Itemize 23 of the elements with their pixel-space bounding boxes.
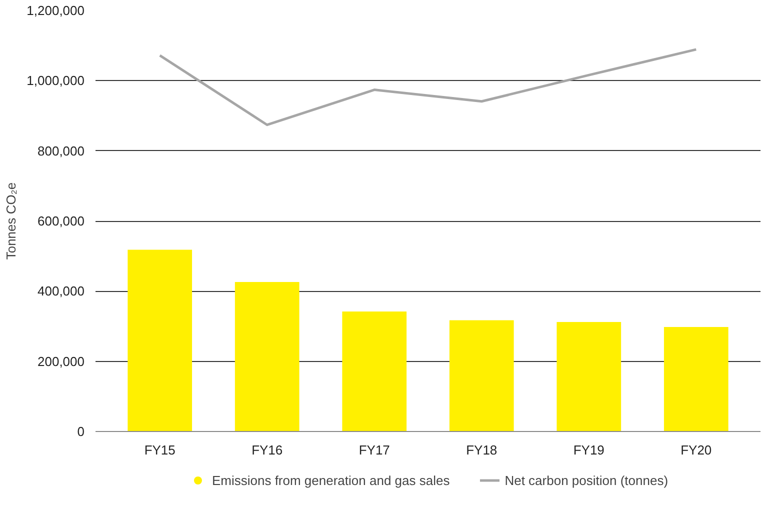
line-series	[158, 48, 698, 126]
bar	[234, 282, 300, 432]
x-tick-label: FY19	[573, 442, 604, 458]
y-tick-label: 800,000	[38, 143, 85, 158]
y-tick-label: 200,000	[38, 354, 85, 369]
y-tick-label: 600,000	[38, 214, 85, 228]
y-tick-label: 400,000	[38, 284, 85, 299]
x-tick-label: FY15	[144, 442, 176, 458]
bar	[342, 312, 407, 432]
bar	[556, 322, 622, 432]
y-tick-label: 1,000,000	[26, 73, 85, 88]
legend-label: Emissions from generation and gas sales	[212, 472, 450, 488]
y-tick-label: 1,200,000	[26, 3, 85, 18]
bar	[449, 320, 514, 432]
x-tick-label: FY16	[252, 442, 283, 458]
y-tick-label: 0	[77, 424, 85, 439]
bar	[664, 326, 728, 432]
y-axis-title: Tonnes CO₂e	[4, 182, 19, 260]
x-tick-label: FY17	[358, 442, 390, 458]
legend-label: Net carbon position (tonnes)	[504, 472, 668, 488]
x-tick-label: FY18	[466, 442, 498, 458]
bar	[128, 250, 192, 432]
x-tick-label: FY20	[680, 442, 712, 458]
